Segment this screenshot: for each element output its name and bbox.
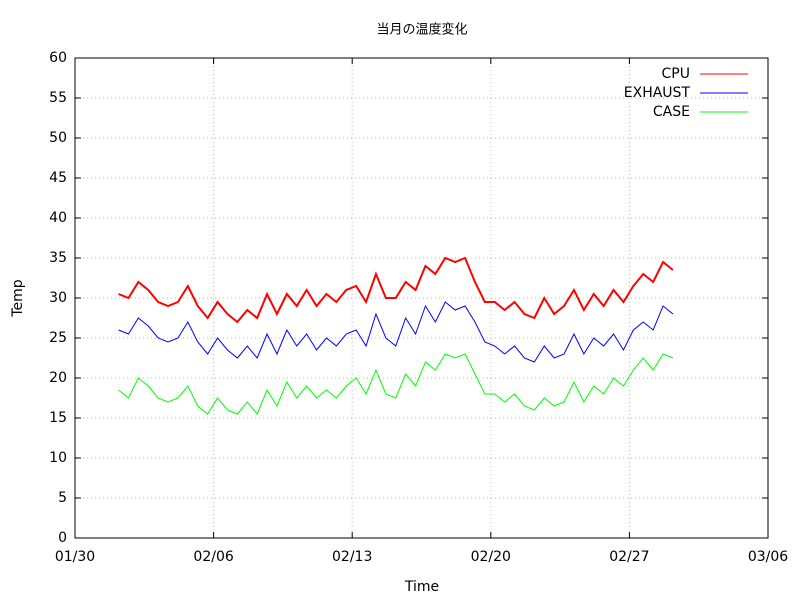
y-tick-label: 30 bbox=[49, 290, 67, 306]
x-tick-label: 02/06 bbox=[193, 549, 233, 565]
y-tick-label: 40 bbox=[49, 210, 67, 226]
y-tick-label: 50 bbox=[49, 130, 67, 146]
chart-title: 当月の温度変化 bbox=[376, 22, 467, 38]
series-line bbox=[118, 256, 674, 324]
legend-label: EXHAUST bbox=[624, 85, 691, 101]
series-line bbox=[118, 301, 674, 363]
y-tick-label: 20 bbox=[49, 370, 67, 386]
x-tick-label: 02/20 bbox=[471, 549, 511, 565]
legend-label: CASE bbox=[653, 104, 690, 120]
x-tick-label: 01/30 bbox=[55, 549, 95, 565]
plot-frame bbox=[74, 57, 769, 539]
y-tick-label: 5 bbox=[58, 490, 67, 506]
y-tick-label: 25 bbox=[49, 330, 67, 346]
x-tick-label: 02/13 bbox=[332, 549, 372, 565]
x-axis-label: Time bbox=[404, 579, 439, 595]
y-tick-label: 60 bbox=[49, 50, 67, 66]
y-tick-label: 45 bbox=[49, 170, 67, 186]
y-tick-label: 10 bbox=[49, 450, 67, 466]
legend-label: CPU bbox=[662, 66, 690, 82]
y-tick-label: 35 bbox=[49, 250, 67, 266]
y-tick-label: 0 bbox=[58, 530, 67, 546]
series-line bbox=[118, 353, 674, 415]
x-tick-label: 03/06 bbox=[748, 549, 788, 565]
y-tick-label: 55 bbox=[49, 90, 67, 106]
y-tick-label: 15 bbox=[49, 410, 67, 426]
y-axis-label: Temp bbox=[10, 279, 26, 317]
x-tick-label: 02/27 bbox=[609, 549, 649, 565]
